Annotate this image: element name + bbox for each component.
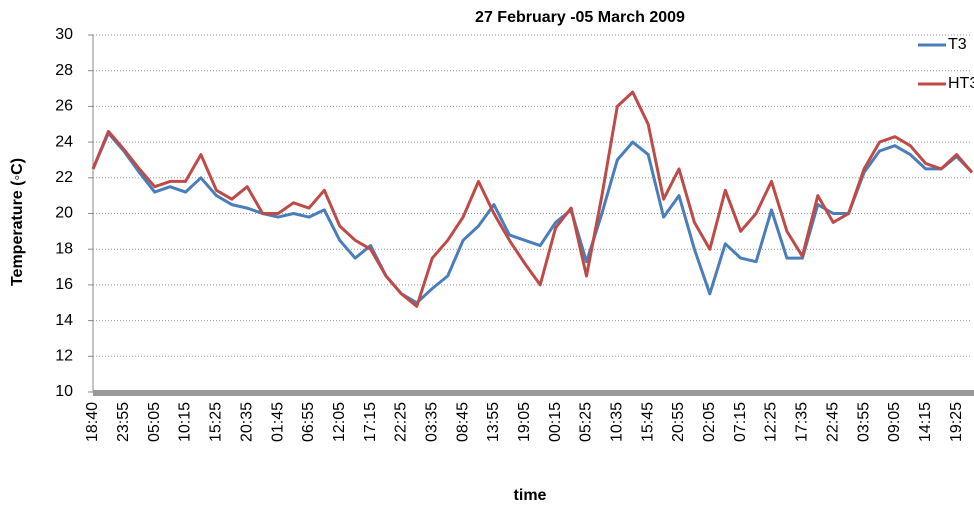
x-tick-label: 18:40 xyxy=(84,402,101,442)
x-tick-label: 15:45 xyxy=(639,402,656,442)
x-tick-label: 00:15 xyxy=(547,402,564,442)
x-tick-label: 13:55 xyxy=(485,402,502,442)
x-tick-label: 09:05 xyxy=(886,402,903,442)
y-tick-label: 24 xyxy=(55,133,73,150)
x-tick-label: 15:25 xyxy=(208,402,225,442)
x-tick-label: 01:45 xyxy=(269,402,286,442)
x-tick-label: 23:55 xyxy=(115,402,132,442)
x-tick-label: 02:05 xyxy=(701,402,718,442)
x-tick-label: 12:25 xyxy=(763,402,780,442)
x-axis-title: time xyxy=(514,487,547,504)
chart-title: 27 February -05 March 2009 xyxy=(475,9,685,26)
x-tick-label: 10:35 xyxy=(609,402,626,442)
x-tick-label: 17:15 xyxy=(362,402,379,442)
y-tick-label: 20 xyxy=(55,205,73,222)
y-tick-label: 28 xyxy=(55,62,73,79)
x-tick-label: 20:35 xyxy=(238,402,255,442)
y-axis-title: Temperature (◦C) xyxy=(9,158,26,286)
x-tick-label: 08:45 xyxy=(454,402,471,442)
y-tick-label: 12 xyxy=(55,348,73,365)
x-tick-label: 06:55 xyxy=(300,402,317,442)
x-tick-label: 03:55 xyxy=(855,402,872,442)
x-tick-label: 19:25 xyxy=(948,402,965,442)
y-tick-label: 18 xyxy=(55,240,73,257)
y-tick-label: 16 xyxy=(55,276,73,293)
x-tick-label: 14:15 xyxy=(917,402,934,442)
series-line xyxy=(91,90,974,308)
x-tick-label: 07:15 xyxy=(732,402,749,442)
x-tick-label: 22:25 xyxy=(393,402,410,442)
legend-label: HT3 xyxy=(948,75,974,92)
x-tick-label: 05:25 xyxy=(578,402,595,442)
x-tick-label: 10:15 xyxy=(177,402,194,442)
y-tick-label: 22 xyxy=(55,169,73,186)
x-tick-label: 22:45 xyxy=(824,402,841,442)
legend-label: T3 xyxy=(948,36,967,53)
x-tick-label: 17:35 xyxy=(794,402,811,442)
y-tick-label: 14 xyxy=(55,312,73,329)
x-tick-label: 12:05 xyxy=(331,402,348,442)
y-tick-label: 10 xyxy=(55,383,73,400)
x-tick-label: 03:35 xyxy=(423,402,440,442)
y-tick-label: 30 xyxy=(55,26,73,43)
x-tick-label: 19:05 xyxy=(516,402,533,442)
x-tick-label: 20:55 xyxy=(670,402,687,442)
y-tick-label: 26 xyxy=(55,98,73,115)
x-tick-label: 05:05 xyxy=(146,402,163,442)
